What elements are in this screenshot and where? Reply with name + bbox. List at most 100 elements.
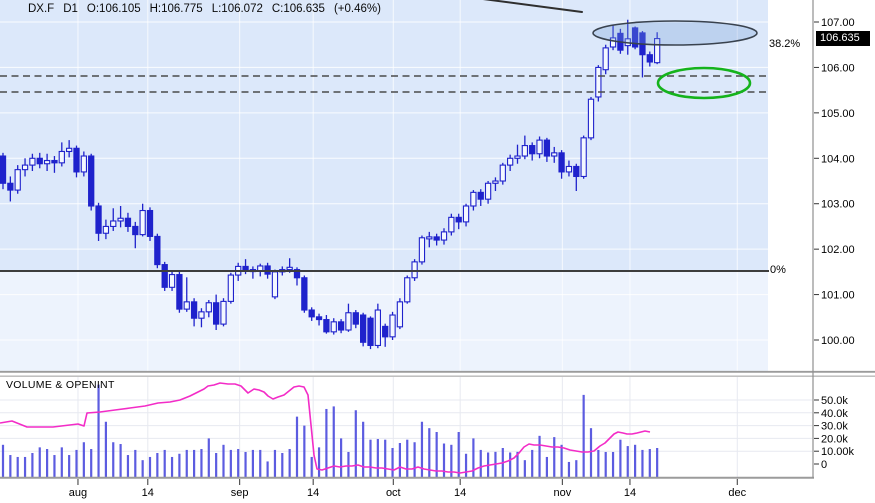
volume-bar bbox=[112, 442, 115, 477]
candle-body bbox=[433, 236, 440, 241]
volume-bar bbox=[611, 451, 615, 477]
volume-bar bbox=[597, 449, 600, 477]
volume-pane-title: VOLUME & OPENINT bbox=[6, 379, 115, 391]
volume-bar bbox=[207, 438, 210, 477]
volume-bar bbox=[38, 447, 41, 477]
candle-body bbox=[73, 147, 80, 173]
trendline-annotation[interactable] bbox=[482, 0, 583, 13]
candle-body bbox=[396, 301, 404, 328]
candle-body bbox=[455, 216, 462, 223]
candle-body bbox=[631, 27, 639, 48]
candle-body bbox=[580, 137, 587, 178]
candle-body bbox=[411, 261, 418, 279]
volume-bar bbox=[9, 455, 12, 477]
volume-bar bbox=[310, 456, 313, 477]
candle-body bbox=[359, 314, 367, 343]
change-value: (+0.46%) bbox=[333, 3, 381, 15]
volume-bar bbox=[141, 460, 144, 477]
candle-body bbox=[653, 38, 661, 64]
volume-bar bbox=[60, 447, 63, 477]
candle-body bbox=[440, 231, 448, 241]
candle-body bbox=[595, 66, 602, 98]
candle-body bbox=[389, 314, 396, 338]
volume-bar bbox=[281, 452, 284, 477]
volume-bar bbox=[104, 421, 107, 477]
candle-body bbox=[529, 145, 536, 155]
volume-bar bbox=[464, 453, 468, 477]
price-tick-label: 105.00 bbox=[821, 108, 855, 120]
candle-body bbox=[124, 217, 132, 227]
candle-body bbox=[198, 311, 205, 319]
high-value: H:106.775 bbox=[149, 3, 203, 15]
candle-body bbox=[514, 155, 521, 159]
volume-bar bbox=[126, 455, 130, 477]
volume-bar bbox=[317, 447, 321, 477]
candle-body bbox=[499, 164, 506, 182]
volume-bar bbox=[215, 452, 218, 477]
volume-tick-label: 50.0k bbox=[821, 395, 848, 407]
volume-tick-label: 0 bbox=[821, 459, 827, 471]
x-tick-label: dec bbox=[728, 487, 746, 499]
volume-bar bbox=[273, 449, 277, 477]
x-tick-label: 14 bbox=[624, 487, 636, 499]
volume-bar bbox=[288, 449, 291, 477]
volume-bar bbox=[259, 449, 262, 477]
volume-tick-label: 40.0k bbox=[821, 408, 848, 420]
candle-body bbox=[602, 47, 609, 71]
volume-bar bbox=[442, 443, 446, 477]
gray-ellipse-annotation[interactable] bbox=[592, 20, 758, 46]
volume-bar bbox=[626, 446, 629, 477]
candle-body bbox=[21, 164, 29, 171]
candle-body bbox=[301, 277, 308, 311]
volume-bar bbox=[516, 451, 519, 477]
symbol-label: DX.F bbox=[28, 3, 55, 15]
candle-body bbox=[36, 157, 43, 165]
volume-bar bbox=[648, 449, 651, 477]
candle-body bbox=[404, 277, 411, 303]
volume-bar bbox=[251, 449, 254, 477]
candle-body bbox=[43, 160, 51, 165]
candle-body bbox=[382, 325, 389, 338]
candle-body bbox=[462, 205, 470, 223]
volume-bar bbox=[266, 461, 269, 477]
price-pane-shading-lower bbox=[0, 270, 768, 371]
ohlc-header: DX.F D1 O:106.105 H:106.775 L:106.072 C:106.6… bbox=[28, 3, 390, 15]
volume-bar bbox=[362, 421, 365, 477]
volume-bar bbox=[244, 451, 247, 477]
volume-bar bbox=[119, 444, 122, 477]
volume-bar bbox=[582, 394, 585, 477]
candle-body bbox=[110, 220, 117, 227]
candle-body bbox=[315, 316, 323, 321]
x-tick-label: sep bbox=[231, 487, 249, 499]
x-tick-label: 14 bbox=[454, 487, 466, 499]
volume-bar bbox=[413, 442, 416, 477]
candle-body bbox=[536, 139, 543, 155]
candle-body bbox=[14, 169, 21, 191]
candle-body bbox=[477, 191, 484, 200]
x-tick-label: 14 bbox=[142, 487, 154, 499]
volume-bar bbox=[148, 456, 152, 477]
volume-bar bbox=[229, 449, 232, 477]
candle-body bbox=[587, 98, 595, 139]
volume-bar bbox=[575, 460, 578, 477]
candle-body bbox=[448, 216, 455, 233]
fib-382-label: 38.2% bbox=[769, 38, 801, 50]
volume-bar bbox=[340, 438, 343, 477]
candle-body bbox=[646, 54, 653, 63]
price-tick-label: 102.00 bbox=[821, 244, 855, 256]
volume-tick-label: 10.00k bbox=[821, 446, 855, 458]
candle-body bbox=[154, 235, 161, 266]
candle-body bbox=[286, 266, 293, 271]
volume-bar bbox=[1, 444, 5, 477]
volume-bar bbox=[479, 449, 482, 477]
volume-bar bbox=[376, 439, 379, 477]
volume-bar bbox=[391, 448, 394, 477]
volume-bar bbox=[303, 425, 306, 477]
candle-body bbox=[330, 321, 337, 333]
volume-bar bbox=[354, 410, 357, 477]
volume-bar bbox=[193, 449, 196, 477]
green-ellipse-annotation[interactable] bbox=[656, 66, 752, 100]
candle-body bbox=[426, 236, 433, 240]
candle-body bbox=[242, 265, 249, 271]
